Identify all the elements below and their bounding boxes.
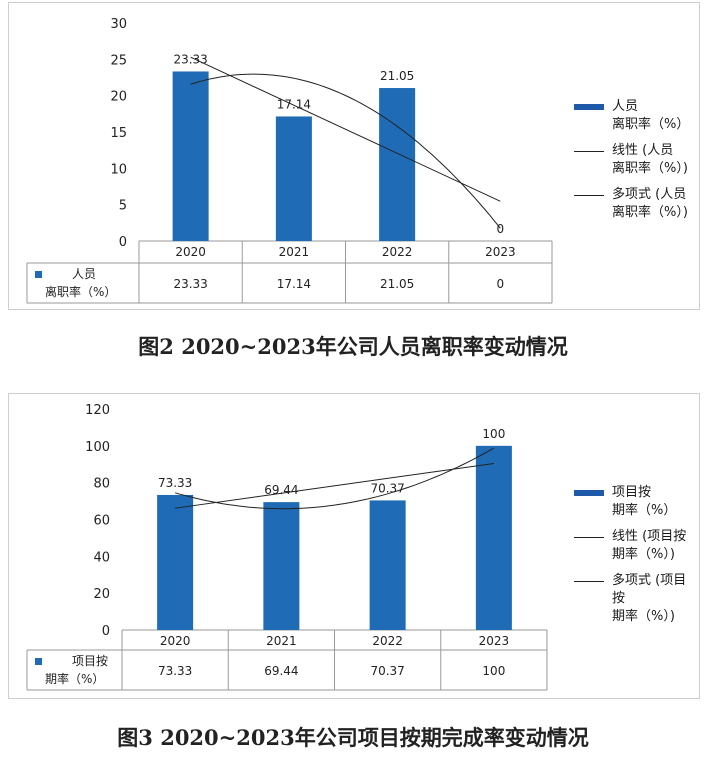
legend-poly-line bbox=[574, 581, 604, 582]
table-cell-value: 21.05 bbox=[380, 277, 414, 291]
category-label: 2021 bbox=[279, 245, 310, 259]
table-cell-value: 23.33 bbox=[173, 277, 207, 291]
y-tick-label: 10 bbox=[110, 162, 127, 177]
data-label: 0 bbox=[497, 222, 505, 236]
table-label-line2: 离职率（%） bbox=[45, 284, 116, 299]
table-cell-value: 0 bbox=[497, 277, 505, 291]
category-label: 2023 bbox=[485, 245, 516, 259]
bar-2022 bbox=[379, 88, 416, 241]
legend-item-poly: 多项式 (人员 离职率（%）) bbox=[572, 186, 697, 222]
chart-2-caption: 图3 2020~2023年公司项目按期完成率变动情况 bbox=[117, 725, 589, 750]
category-label: 2022 bbox=[382, 245, 413, 259]
data-label: 70.37 bbox=[370, 481, 404, 495]
legend-item-bar: 人员 离职率（%） bbox=[572, 98, 697, 134]
table-cell-value: 73.33 bbox=[158, 664, 192, 678]
table-legend-key bbox=[35, 271, 42, 278]
legend-bar-label: 项目按 期率（%） bbox=[612, 485, 677, 518]
legend-bar-label: 人员 离职率（%） bbox=[612, 99, 690, 132]
bar-2021 bbox=[275, 116, 312, 241]
table-label-line1: 人员 bbox=[72, 267, 96, 281]
data-label: 17.14 bbox=[277, 97, 311, 111]
legend-bar-swatch bbox=[574, 104, 604, 110]
data-label: 73.33 bbox=[158, 476, 192, 490]
data-label: 23.33 bbox=[173, 52, 207, 66]
y-tick-label: 60 bbox=[93, 514, 110, 529]
linear-trendline bbox=[190, 56, 501, 202]
polynomial-trendline bbox=[174, 447, 495, 510]
chart-2-plot: 0 20 40 60 80 100 120 73.33 69.44 70.37 100 2020 202… bbox=[26, 403, 548, 691]
legend-linear-label: 线性 (人员 离职率（%）) bbox=[612, 143, 688, 176]
legend-item-bar: 项目按 期率（%） bbox=[572, 484, 697, 520]
legend-item-linear: 线性 (人员 离职率（%）) bbox=[572, 142, 697, 178]
linear-trendline bbox=[175, 462, 494, 509]
table-label-line1: 项目按 bbox=[72, 654, 108, 668]
legend-linear-label: 线性 (项目按 期率（%）) bbox=[612, 529, 687, 562]
bar-2021 bbox=[263, 502, 300, 630]
legend-item-poly: 多项式 (项目按 期率（%）) bbox=[572, 572, 697, 626]
polynomial-trendline bbox=[190, 73, 501, 229]
bar-2020 bbox=[172, 71, 209, 242]
category-label: 2023 bbox=[479, 634, 510, 648]
legend-item-linear: 线性 (项目按 期率（%）) bbox=[572, 528, 697, 564]
data-label: 21.05 bbox=[380, 69, 414, 83]
y-tick-label: 30 bbox=[110, 17, 127, 32]
y-tick-label: 20 bbox=[93, 587, 110, 602]
category-label: 2021 bbox=[266, 634, 297, 648]
bar-2020 bbox=[157, 494, 194, 630]
table-label-line2: 期率（%） bbox=[45, 671, 104, 686]
data-label: 100 bbox=[482, 427, 505, 441]
y-tick-label: 40 bbox=[93, 550, 110, 565]
table-cell-value: 100 bbox=[482, 664, 505, 678]
table-cell-value: 17.14 bbox=[277, 277, 311, 291]
legend-linear-line bbox=[574, 151, 604, 152]
category-label: 2022 bbox=[372, 634, 403, 648]
table-cell-value: 70.37 bbox=[370, 664, 404, 678]
data-label: 69.44 bbox=[264, 483, 298, 497]
chart-1-caption: 图2 2020~2023年公司人员离职率变动情况 bbox=[138, 334, 568, 359]
y-tick-label: 120 bbox=[85, 403, 110, 418]
bar-2022 bbox=[369, 500, 406, 630]
chart-1: 0 5 10 15 20 25 30 23.33 17.14 21.05 0 2020 2021 2022… bbox=[8, 2, 700, 310]
chart-1-plot: 0 5 10 15 20 25 30 23.33 17.14 21.05 0 2020 2021 2022… bbox=[26, 17, 553, 304]
category-label: 2020 bbox=[160, 634, 191, 648]
y-tick-label: 80 bbox=[93, 477, 110, 492]
chart-2-legend: 项目按 期率（%） 线性 (项目按 期率（%）) 多项式 (项目按 期率（%）) bbox=[572, 484, 697, 634]
y-tick-label: 15 bbox=[110, 126, 127, 141]
table-cell-value: 69.44 bbox=[264, 664, 298, 678]
y-tick-label: 0 bbox=[119, 235, 127, 250]
category-label: 2020 bbox=[175, 245, 206, 259]
legend-poly-line bbox=[574, 195, 604, 196]
legend-linear-line bbox=[574, 537, 604, 538]
legend-poly-label: 多项式 (人员 离职率（%）) bbox=[612, 187, 688, 220]
y-tick-label: 100 bbox=[85, 440, 110, 455]
y-tick-label: 25 bbox=[110, 53, 127, 68]
y-tick-label: 0 bbox=[102, 624, 110, 639]
chart-1-legend: 人员 离职率（%） 线性 (人员 离职率（%）) 多项式 (人员 离职率（%）) bbox=[572, 98, 697, 230]
legend-bar-swatch bbox=[574, 490, 604, 496]
legend-poly-label: 多项式 (项目按 期率（%）) bbox=[612, 573, 687, 624]
chart-2: 0 20 40 60 80 100 120 73.33 69.44 70.37 100 2020 202… bbox=[8, 393, 700, 699]
y-tick-label: 5 bbox=[119, 199, 127, 214]
table-legend-key bbox=[35, 658, 42, 665]
bar-2023 bbox=[475, 445, 512, 630]
y-tick-label: 20 bbox=[110, 90, 127, 105]
